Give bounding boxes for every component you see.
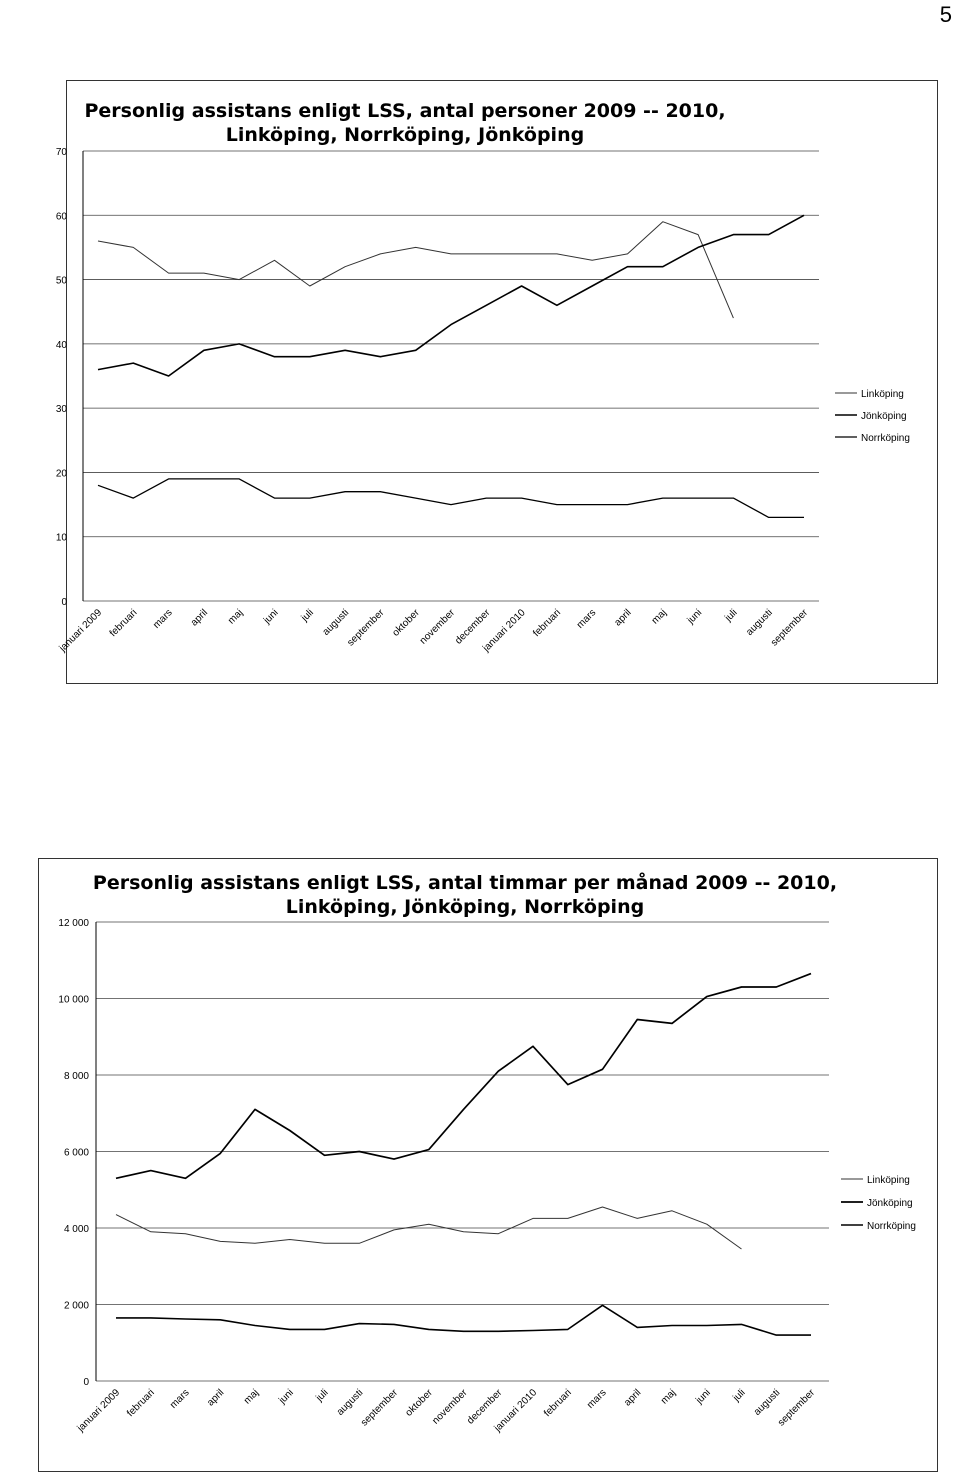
legend-label: Jönköping — [861, 411, 907, 422]
x-tick-label: februari — [125, 1387, 157, 1419]
x-tick-label: januari 2009 — [75, 1387, 123, 1435]
x-tick-label: september — [776, 1387, 818, 1429]
series-line-linkoping — [115, 1206, 742, 1250]
x-tick-label: februari — [542, 1387, 574, 1419]
y-tick-label: 12 000 — [58, 918, 89, 929]
x-tick-label: maj — [659, 1387, 678, 1406]
x-tick-label: april — [622, 1387, 643, 1408]
chart-persons: Personlig assistans enligt LSS, antal pe… — [56, 80, 938, 684]
series-line-linkoping — [97, 221, 734, 319]
x-tick-label: september — [769, 607, 811, 649]
x-tick-label: augusti — [752, 1387, 783, 1418]
y-tick-label: 70 — [56, 147, 68, 158]
chart-title-line: Linköping, Norrköping, Jönköping — [226, 124, 584, 146]
x-tick-label: februari — [531, 607, 563, 639]
x-tick-label: mars — [575, 607, 599, 631]
x-tick-label: maj — [242, 1387, 261, 1406]
legend-label: Jönköping — [867, 1198, 913, 1209]
x-tick-label: oktober — [390, 607, 422, 639]
x-tick-label: april — [205, 1387, 226, 1408]
x-tick-label: november — [430, 1387, 470, 1427]
y-tick-label: 10 — [56, 533, 68, 544]
chart-title-line: Personlig assistans enligt LSS, antal pe… — [84, 100, 725, 122]
legend-label: Norrköping — [861, 433, 910, 444]
legend-label: Linköping — [867, 1175, 910, 1186]
y-tick-label: 2 000 — [64, 1301, 89, 1312]
y-tick-label: 40 — [56, 340, 68, 351]
x-tick-label: juni — [685, 607, 705, 627]
x-tick-label: september — [345, 607, 387, 649]
chart-title-line: Personlig assistans enligt LSS, antal ti… — [93, 870, 837, 894]
x-tick-label: mars — [151, 607, 175, 631]
y-tick-label: 20 — [56, 468, 68, 479]
x-tick-label: juni — [693, 1387, 713, 1407]
x-tick-label: augusti — [744, 607, 775, 638]
x-tick-label: juni — [261, 607, 281, 627]
legend-label: Norrköping — [867, 1221, 916, 1232]
x-tick-label: april — [189, 607, 210, 628]
y-tick-label: 50 — [56, 276, 68, 287]
series-line-norrkoping — [116, 1304, 811, 1336]
y-tick-label: 8 000 — [64, 1071, 89, 1082]
x-tick-label: januari 2009 — [57, 607, 105, 655]
y-tick-label: 0 — [83, 1377, 89, 1388]
y-tick-label: 10 000 — [58, 995, 89, 1006]
x-tick-label: augusti — [321, 607, 352, 638]
y-tick-label: 60 — [56, 211, 68, 222]
chart-hours: Personlig assistans enligt LSS, antal ti… — [38, 858, 938, 1472]
chart-persons-svg: Personlig assistans enligt LSS, antal pe… — [56, 100, 910, 655]
x-tick-label: juli — [313, 1387, 330, 1404]
y-tick-label: 30 — [56, 404, 68, 415]
x-tick-label: oktober — [404, 1387, 436, 1419]
x-tick-label: augusti — [335, 1387, 366, 1418]
x-tick-label: maj — [226, 607, 245, 626]
y-tick-label: 0 — [61, 597, 67, 608]
series-line-jonkoping — [115, 972, 812, 1180]
x-tick-label: juli — [730, 1387, 747, 1404]
series-line-norrkoping — [97, 478, 804, 519]
chart-title-line: Linköping, Jönköping, Norrköping — [286, 896, 644, 918]
page-number: 5 — [939, 2, 952, 27]
y-tick-label: 4 000 — [64, 1224, 89, 1235]
x-tick-label: juli — [299, 607, 316, 624]
x-tick-label: februari — [108, 607, 140, 639]
x-tick-label: november — [418, 607, 458, 647]
series-line-jonkoping — [97, 214, 805, 377]
legend-label: Linköping — [861, 389, 904, 400]
x-tick-label: september — [359, 1387, 401, 1429]
y-tick-label: 6 000 — [64, 1148, 89, 1159]
x-tick-label: juli — [722, 607, 739, 624]
x-tick-label: april — [612, 607, 633, 628]
x-tick-label: mars — [585, 1387, 609, 1411]
chart-hours-svg: Personlig assistans enligt LSS, antal ti… — [58, 870, 916, 1435]
x-tick-label: mars — [168, 1387, 192, 1411]
x-tick-label: juni — [276, 1387, 296, 1407]
x-tick-label: maj — [650, 607, 669, 626]
